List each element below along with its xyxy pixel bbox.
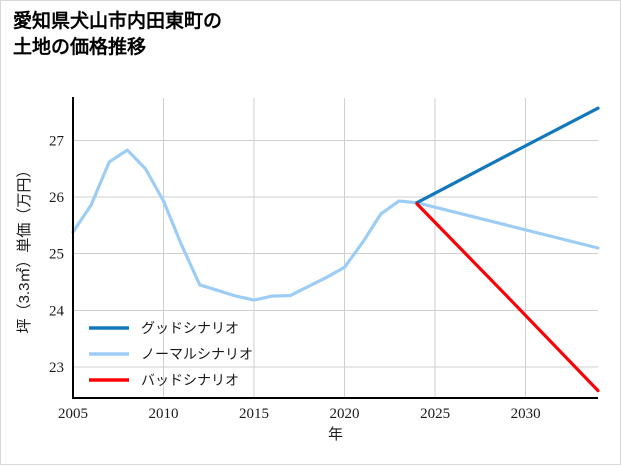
series-line-ノーマルシナリオ <box>71 148 600 302</box>
x-tick-label: 2015 <box>239 406 269 422</box>
chart-title: 愛知県犬山市内田東町の 土地の価格推移 <box>13 11 223 58</box>
y-tick-label: 23 <box>49 360 64 376</box>
x-axis-ticks: 2005 2010 2015 2020 2025 2030 <box>58 406 541 422</box>
axis-titles: 年 坪（3.3㎡）単価（万円） <box>16 163 343 443</box>
series-line-グッドシナリオ <box>415 106 600 205</box>
legend-label-1[interactable]: ノーマルシナリオ <box>141 346 253 362</box>
y-tick-label: 25 <box>49 247 64 263</box>
axis-spines <box>71 97 598 400</box>
series-line-バッドシナリオ <box>415 202 600 393</box>
x-tick-label: 2030 <box>511 406 541 422</box>
x-tick-label: 2005 <box>58 406 88 422</box>
y-tick-label: 24 <box>49 303 65 319</box>
legend-label-2[interactable]: バッドシナリオ <box>141 372 239 388</box>
y-axis-ticks: 23 24 25 26 27 <box>49 133 65 375</box>
series-lines <box>71 106 600 393</box>
x-axis-title: 年 <box>328 426 343 443</box>
legend-label-0[interactable]: グッドシナリオ <box>141 320 239 336</box>
x-tick-label: 2020 <box>330 406 360 422</box>
gridlines <box>73 98 598 398</box>
x-tick-label: 2010 <box>149 406 179 422</box>
y-tick-label: 26 <box>49 190 65 206</box>
x-tick-label: 2025 <box>420 406 450 422</box>
y-tick-label: 27 <box>49 133 65 149</box>
y-axis-title: 坪（3.3㎡）単価（万円） <box>16 163 33 334</box>
